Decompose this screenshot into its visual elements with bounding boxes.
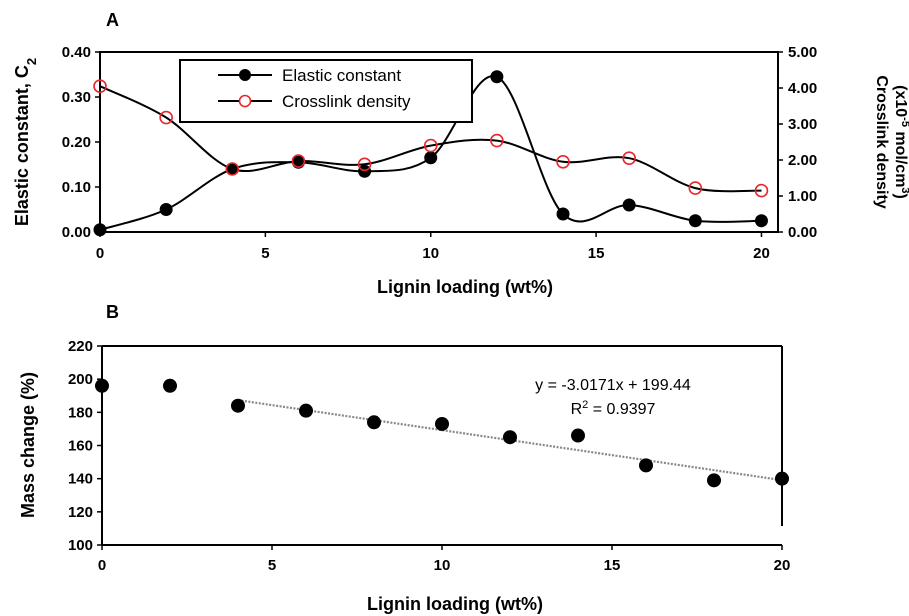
right-label-exp2: 3 xyxy=(899,187,909,193)
panel-b-y-tick-label: 140 xyxy=(68,471,93,488)
elastic-constant-curve xyxy=(99,75,762,231)
panel-b-y-tick-label: 200 xyxy=(68,371,93,388)
elastic-constant-point xyxy=(225,162,239,176)
panel-a-y-right-tick-label: 2.00 xyxy=(788,152,817,169)
mass-change-point xyxy=(367,415,381,430)
panel-a-y-right-tick-label: 4.00 xyxy=(788,80,817,97)
panel-a-y-ticks-right: 0.00 1.00 2.00 3.00 4.00 5.00 xyxy=(778,44,817,241)
mass-change-point xyxy=(299,403,313,418)
panel-a-legend: Elastic constant Crosslink density xyxy=(179,59,473,123)
panel-a-markers xyxy=(93,70,769,237)
crosslink-density-point xyxy=(754,183,769,198)
right-label-close: ) xyxy=(892,194,909,199)
panel-a-x-tick-label: 5 xyxy=(261,245,269,262)
crosslink-density-point xyxy=(622,151,636,165)
legend-box xyxy=(179,59,473,123)
r2-value: = 0.9397 xyxy=(588,401,655,418)
panel-b-y-axis-label: Mass change (%) xyxy=(18,372,38,518)
panel-a-y-right-tick-label: 5.00 xyxy=(788,44,817,61)
panel-b-markers xyxy=(95,378,789,488)
panel-a-label: A xyxy=(106,10,119,30)
legend-label-elastic: Elastic constant xyxy=(282,66,401,85)
mass-change-point xyxy=(571,428,585,443)
elastic-constant-point xyxy=(754,214,768,228)
panel-a-x-axis-label: Lignin loading (wt%) xyxy=(377,277,553,297)
elastic-constant-point xyxy=(424,151,438,165)
crosslink-density-point xyxy=(556,155,570,169)
panel-a-y-right-tick-label: 3.00 xyxy=(788,116,817,133)
elastic-constant-point xyxy=(556,207,570,221)
panel-b-x-tick-label: 5 xyxy=(268,557,276,574)
panel-a-x-tick-label: 0 xyxy=(96,245,104,262)
panel-a-y-tick-label: 0.00 xyxy=(62,224,91,241)
panel-a: A 0 5 10 15 20 0.00 0.10 0.20 0.30 0.40 0.00 1.00… xyxy=(12,10,909,297)
panel-b-y-tick-label: 160 xyxy=(68,438,93,455)
r2-label: R xyxy=(571,401,583,418)
panel-b-x-tick-label: 20 xyxy=(774,557,791,574)
panel-a-right-axis-label-line1: Crosslink density xyxy=(873,75,890,208)
crosslink-density-point xyxy=(93,79,107,93)
elastic-constant-point xyxy=(93,223,107,237)
panel-b-x-tick-label: 0 xyxy=(98,557,106,574)
panel-a-y-right-tick-label: 1.00 xyxy=(788,188,817,205)
right-label-units2: mol/cm xyxy=(892,127,909,187)
legend-marker-crosslink xyxy=(238,94,252,108)
mass-change-point xyxy=(503,430,517,445)
panel-a-y-axis-label-main: Elastic constant, C xyxy=(12,65,32,226)
panel-b-y-tick-label: 100 xyxy=(68,537,93,554)
trendline-equation: y = -3.0171x + 199.44 xyxy=(535,377,691,394)
panel-a-y-tick-label: 0.20 xyxy=(62,134,91,151)
panel-b-y-tick-label: 220 xyxy=(68,338,93,355)
elastic-constant-point xyxy=(159,203,173,216)
legend-label-crosslink: Crosslink density xyxy=(282,92,411,111)
mass-change-point xyxy=(163,378,177,393)
crosslink-density-point xyxy=(423,138,438,153)
panel-a-x-ticks: 0 5 10 15 20 xyxy=(96,232,770,262)
elastic-constant-point xyxy=(358,164,372,178)
mass-change-point xyxy=(707,473,721,488)
panel-b-x-tick-label: 15 xyxy=(604,557,621,574)
right-label-units: (x10 xyxy=(892,85,909,117)
elastic-constant-point xyxy=(688,214,702,228)
panel-b-x-axis-label: Lignin loading (wt%) xyxy=(367,594,543,614)
elastic-constant-point xyxy=(490,70,504,84)
crosslink-density-point xyxy=(291,154,306,168)
panel-a-x-tick-label: 15 xyxy=(588,245,605,262)
mass-change-point xyxy=(775,471,789,486)
panel-a-y-tick-label: 0.10 xyxy=(62,179,91,196)
panel-b-x-ticks: 0 5 10 15 20 xyxy=(98,545,791,574)
mass-change-point xyxy=(95,378,109,393)
mass-change-point xyxy=(639,458,653,473)
crosslink-density-point xyxy=(490,133,504,148)
crosslink-density-point xyxy=(159,110,173,125)
panel-a-y-tick-label: 0.30 xyxy=(62,89,91,106)
crosslink-density-point xyxy=(225,162,240,176)
legend-marker-elastic xyxy=(239,69,251,81)
crosslink-density-curve xyxy=(99,85,762,193)
panel-a-y-right-tick-label: 0.00 xyxy=(788,224,817,241)
elastic-constant-point xyxy=(622,198,636,212)
panel-a-y-tick-label: 0.40 xyxy=(62,44,91,61)
panel-a-y-axis-label-sub: 2 xyxy=(24,58,39,65)
panel-a-curves xyxy=(99,75,762,231)
panel-a-right-axis-label-line2: (x10-5 mol/cm3) xyxy=(892,85,909,199)
panel-b-y-tick-label: 180 xyxy=(68,404,93,421)
panel-a-y-axis-label: Elastic constant, C2 xyxy=(12,58,39,226)
panel-b-x-tick-label: 10 xyxy=(434,557,451,574)
panel-b: B 0 5 10 15 20 100 120 140 160 180 200 220 y = -3.… xyxy=(18,302,790,614)
mass-change-point xyxy=(231,398,245,413)
right-label-exp: -5 xyxy=(899,117,909,127)
panel-b-y-tick-label: 120 xyxy=(68,504,93,521)
crosslink-density-point xyxy=(357,157,372,172)
trendline-r-squared: R2 = 0.9397 xyxy=(571,399,656,418)
crosslink-density-point xyxy=(688,181,703,195)
panel-a-y-ticks: 0.00 0.10 0.20 0.30 0.40 xyxy=(62,44,100,241)
panel-b-label: B xyxy=(106,302,119,322)
r2-exp: 2 xyxy=(582,399,588,411)
mass-change-point xyxy=(435,416,449,431)
panel-a-x-tick-label: 20 xyxy=(753,245,770,262)
panel-b-y-ticks: 100 120 140 160 180 200 220 xyxy=(68,338,102,554)
panel-a-x-tick-label: 10 xyxy=(422,245,439,262)
